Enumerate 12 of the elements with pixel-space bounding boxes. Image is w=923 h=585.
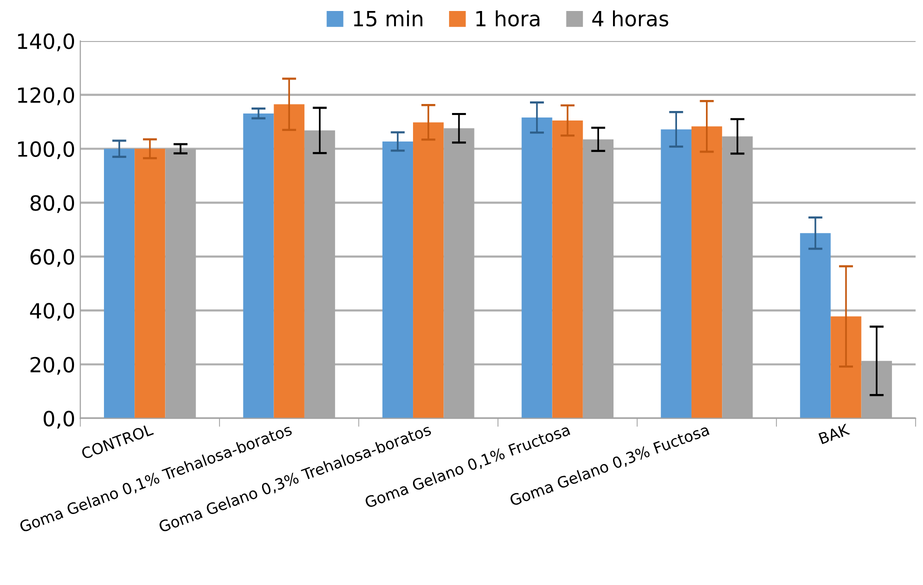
y-tick-label: 120,0 xyxy=(18,87,74,106)
y-tick-label: 60,0 xyxy=(30,249,74,267)
legend-label: 1 hora xyxy=(476,10,540,26)
y-tick-label: 140,0 xyxy=(18,33,74,52)
legend-label: 4 horas xyxy=(592,10,668,26)
y-tick-label: 40,0 xyxy=(30,302,74,321)
y-tick-label: 100,0 xyxy=(18,141,74,160)
y-tick-label: 20,0 xyxy=(30,356,74,375)
legend-label: 15 min xyxy=(354,10,422,26)
y-tick-label: 80,0 xyxy=(30,195,74,213)
x-tick-label: BAK xyxy=(818,423,850,444)
y-tick-label: 0,0 xyxy=(44,410,74,429)
